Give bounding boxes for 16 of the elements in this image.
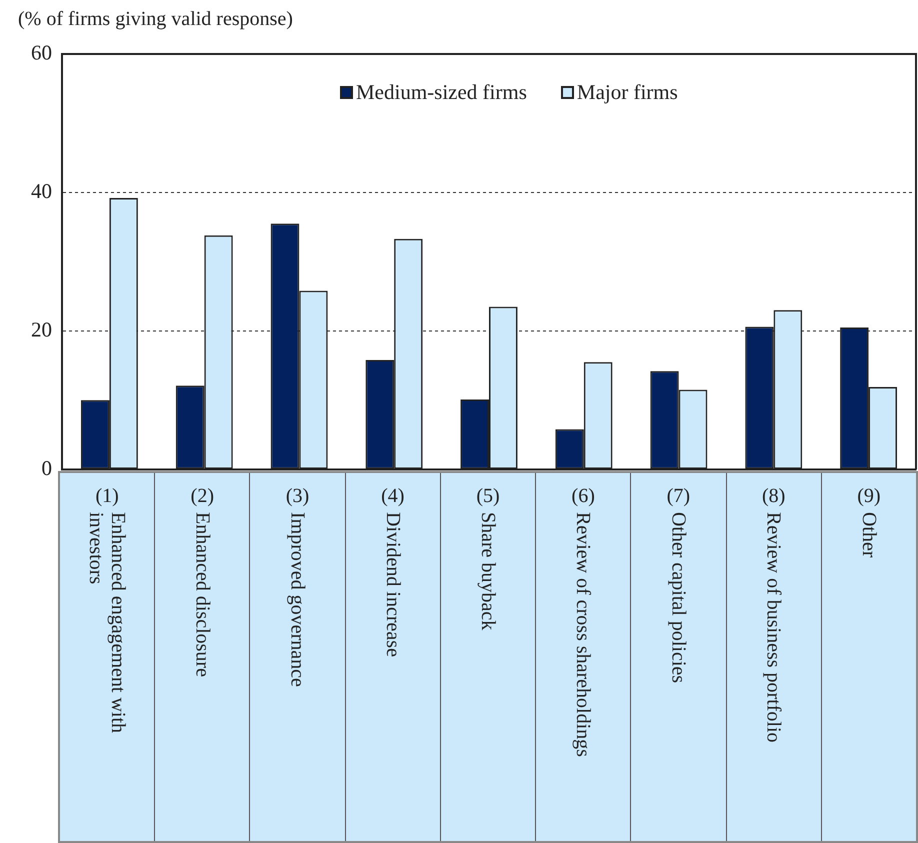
y-tick-label: 20 xyxy=(31,317,52,342)
x-tick-label: (7) Other capital policies xyxy=(666,485,690,684)
y-axis-title: (% of firms giving valid response) xyxy=(18,8,293,31)
x-tick-label: (1) Enhanced engagement with investors xyxy=(85,485,130,736)
y-tick-label: 60 xyxy=(31,40,52,65)
x-tick-label: (8) Review of business portfolio xyxy=(762,485,786,743)
y-tick-label: 0 xyxy=(42,456,52,480)
x-tick-label: (4) Dividend increase xyxy=(381,485,404,658)
y-tick-label: 40 xyxy=(31,178,52,203)
legend-label: Major firms xyxy=(576,80,678,105)
x-tick-label: (9) Other xyxy=(857,485,881,558)
legend-label: Medium-sized firms xyxy=(356,80,527,105)
x-tick-label: (2) Enhanced disclosure xyxy=(190,485,214,678)
x-tick-label: (3) Improved governance xyxy=(286,485,310,688)
x-tick-label: (5) Share buyback xyxy=(476,485,500,631)
x-tick-label: (6) Review of cross shareholdings xyxy=(572,485,595,758)
